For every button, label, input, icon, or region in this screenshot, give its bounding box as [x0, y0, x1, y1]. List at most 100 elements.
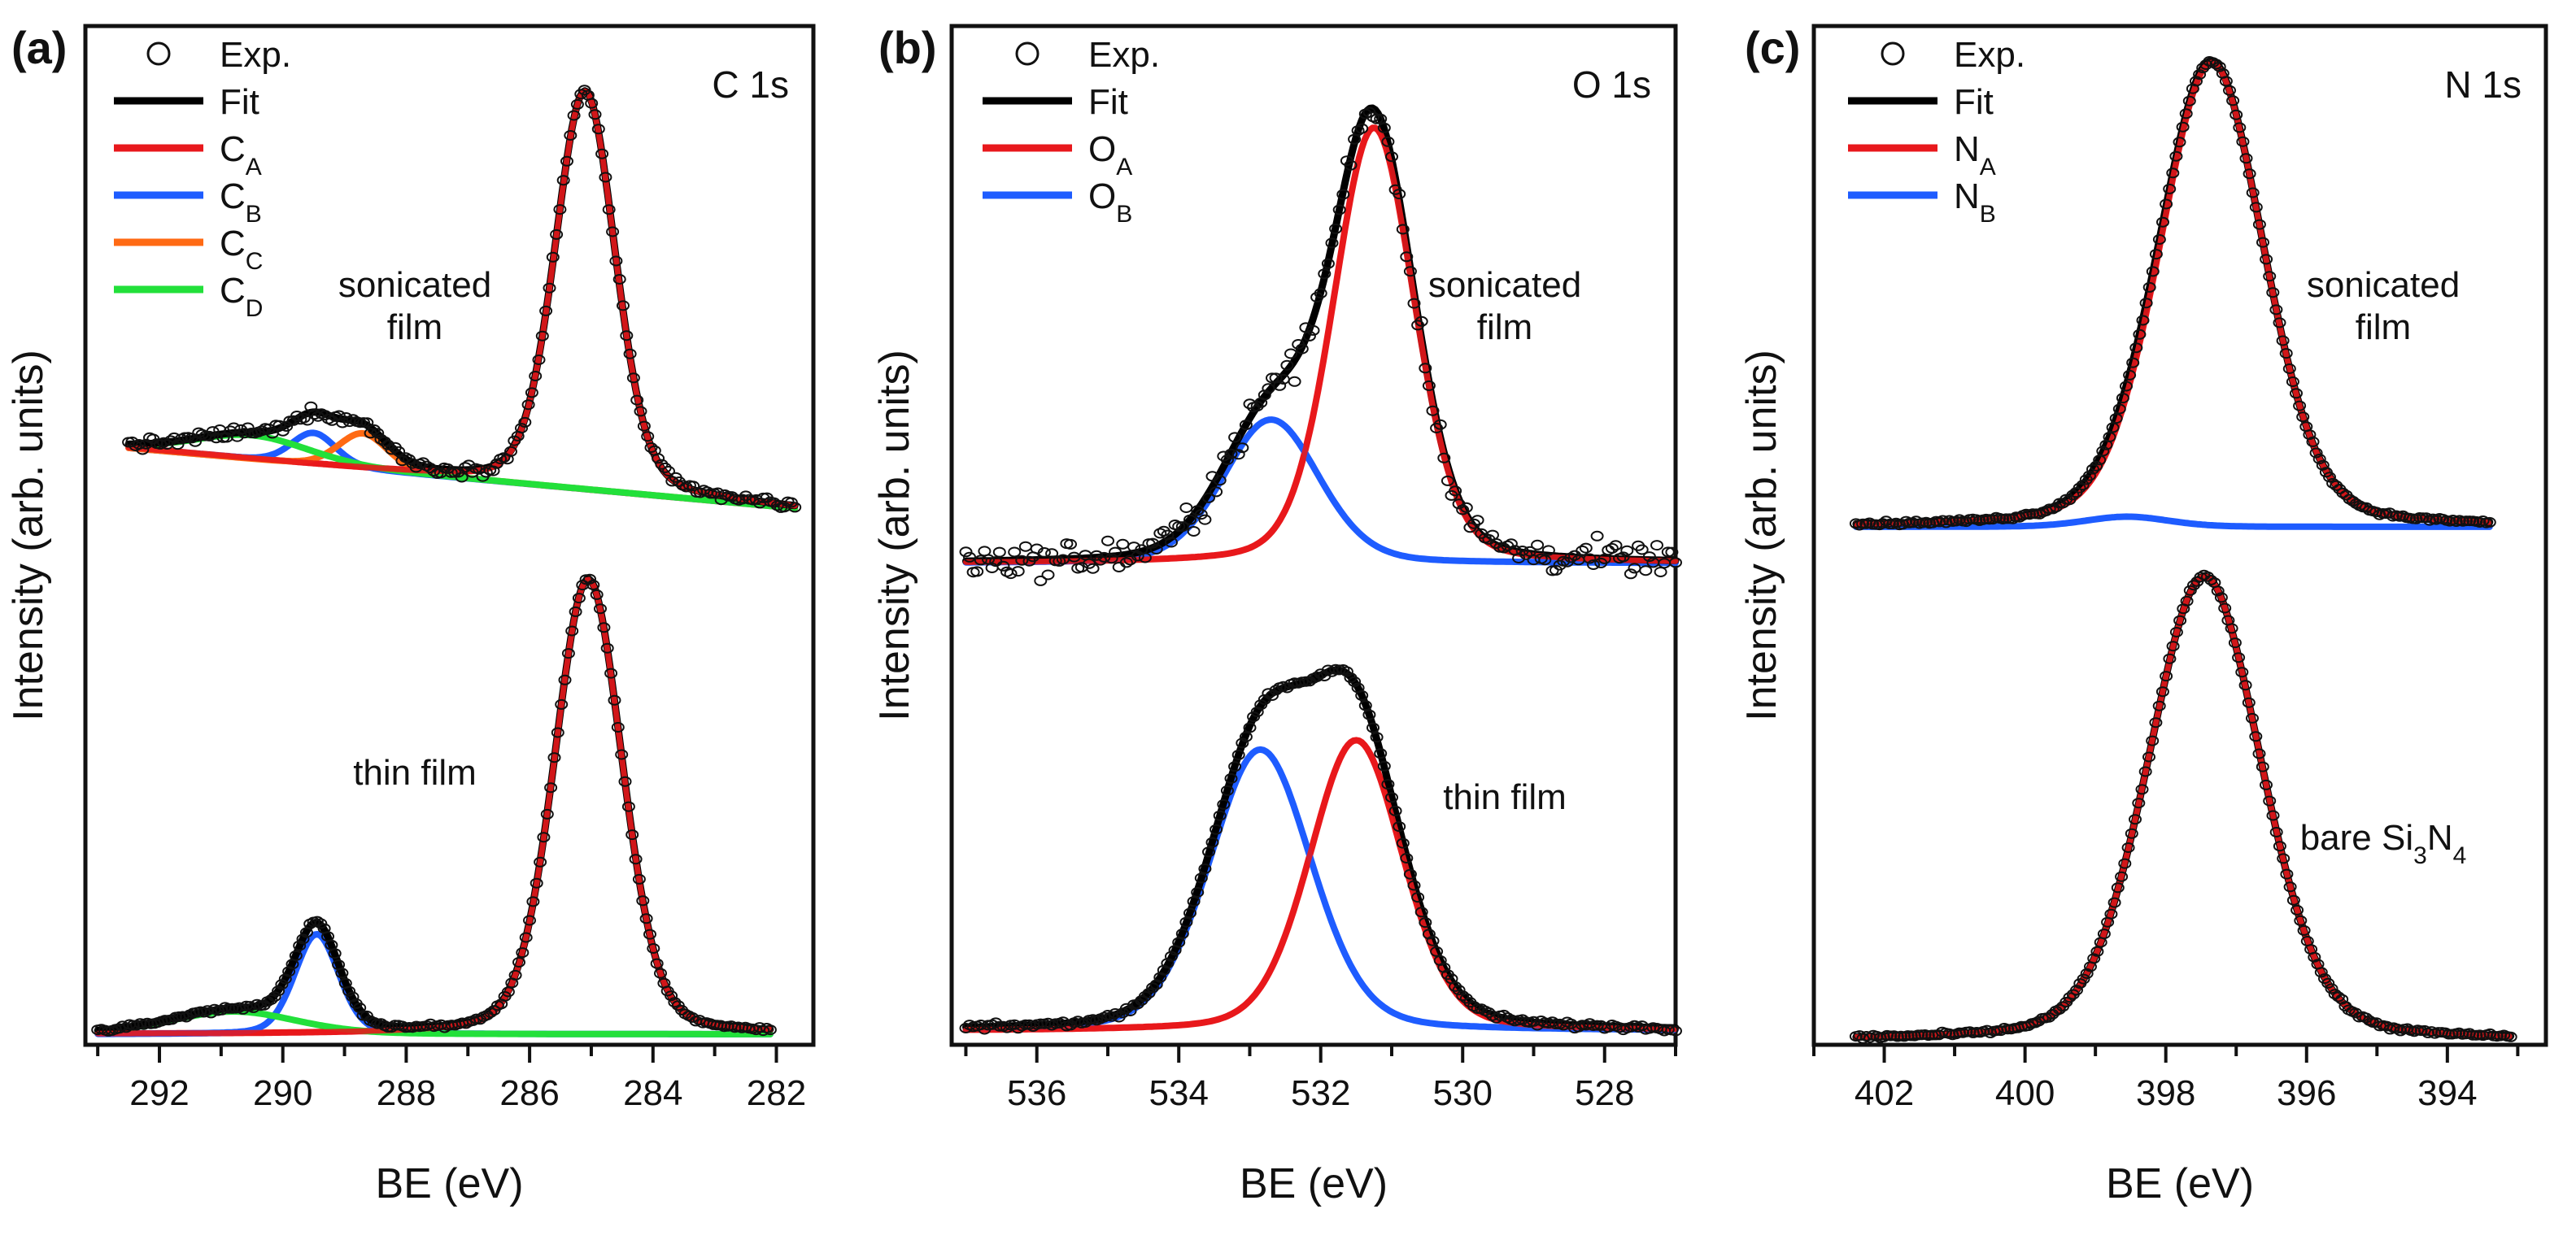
- exp-data-point: [2146, 266, 2160, 277]
- panel-letter: (a): [11, 22, 67, 73]
- exp-data-point: [2180, 595, 2194, 607]
- exp-data-point: [1295, 343, 1309, 354]
- spectrum-label: sonicated: [2307, 265, 2460, 305]
- legend-entry: CC: [114, 224, 263, 275]
- exp-data-point: [590, 589, 604, 600]
- exp-data-point: [2103, 432, 2116, 442]
- exp-data-point: [2243, 168, 2256, 180]
- exp-data-point: [1191, 887, 1205, 898]
- exp-data-point: [570, 98, 584, 110]
- exp-data-point: [1280, 359, 1294, 371]
- exp-data-point: [1654, 567, 1667, 577]
- exp-data-point: [293, 940, 307, 951]
- x-axis-label: BE (eV): [2106, 1160, 2254, 1207]
- exp-data-point: [2163, 653, 2177, 664]
- exp-data-point: [2249, 731, 2263, 742]
- y-axis-label: Intensity (arb. units): [1738, 350, 1785, 721]
- exp-data-point: [539, 305, 553, 316]
- exp-data-point: [1939, 517, 1953, 528]
- exp-data-point: [206, 426, 220, 437]
- exp-data-point: [1146, 982, 1160, 994]
- exp-data-point: [1340, 666, 1353, 677]
- exp-data-point: [1183, 514, 1196, 525]
- exp-data-point: [1101, 535, 1114, 546]
- exp-data-point: [639, 913, 653, 924]
- exp-data-point: [1262, 688, 1275, 699]
- exp-data-point: [2179, 108, 2193, 120]
- exp-data-point: [2209, 59, 2223, 70]
- exp-data-point: [1422, 380, 1436, 391]
- exp-data-point: [555, 698, 569, 710]
- exp-data-point: [1355, 689, 1369, 701]
- exp-data-point: [1112, 562, 1126, 572]
- exp-data-point: [1064, 538, 1077, 550]
- exp-data-point: [1142, 988, 1156, 999]
- exp-data-point: [788, 502, 802, 513]
- exp-data-point: [459, 1018, 473, 1029]
- exp-data-point: [2232, 652, 2246, 663]
- component-curve-o-a: [962, 124, 1679, 566]
- exp-data-point: [238, 428, 251, 439]
- panel-a: 292 290 288 286 284 282 BE (eV) Intensity (arb.…: [5, 22, 816, 1207]
- exp-data-point: [1550, 564, 1563, 576]
- exp-data-point: [2323, 472, 2336, 483]
- exp-data-point: [569, 606, 582, 617]
- exp-data-point: [763, 1024, 777, 1036]
- exp-data-point: [280, 421, 294, 432]
- exp-data-point: [686, 481, 700, 492]
- exp-data-point: [1041, 569, 1055, 581]
- exp-data-point: [2263, 271, 2277, 282]
- exp-data-point: [2246, 712, 2259, 724]
- exp-data-point: [647, 943, 660, 954]
- exp-data-point: [595, 148, 609, 159]
- exp-data-point: [264, 994, 278, 1005]
- exp-data-point: [540, 808, 554, 820]
- exp-data-point: [2118, 858, 2132, 869]
- legend-label: Exp.: [220, 35, 291, 75]
- exp-data-point: [2325, 983, 2338, 994]
- x-tick-label: 400: [1995, 1073, 2055, 1113]
- exp-data-point: [1123, 1006, 1137, 1016]
- exp-data-point: [2235, 667, 2249, 678]
- panel-b: 536 534 532 530 528 BE (eV) Intensity (arb. un…: [871, 22, 1682, 1207]
- panel-letter: (b): [878, 22, 937, 73]
- exp-data-point: [2286, 894, 2300, 906]
- exp-data-point: [2033, 508, 2046, 520]
- component-curve-n-b: [1852, 513, 2493, 530]
- exp-data-point: [1370, 732, 1384, 743]
- exp-data-point: [1609, 540, 1623, 551]
- x-tick-label: 530: [1433, 1073, 1493, 1113]
- exp-data-point: [599, 172, 612, 183]
- exp-data-point: [1236, 737, 1249, 749]
- exp-data-point: [1545, 1016, 1559, 1028]
- exp-data-point: [2294, 915, 2308, 926]
- exp-data-point: [974, 555, 987, 566]
- plot-frame: [83, 24, 816, 1047]
- exp-data-point: [1179, 916, 1193, 928]
- exp-data-point: [1116, 538, 1130, 550]
- exp-data-point: [617, 300, 630, 311]
- exp-data-point: [1011, 566, 1025, 577]
- exp-data-point: [2286, 376, 2299, 387]
- exp-data-point: [551, 727, 564, 738]
- exp-data-point: [625, 829, 639, 841]
- exp-data-point: [2077, 973, 2090, 985]
- plot-frame: [1811, 24, 2548, 1047]
- exp-data-point: [2032, 1016, 2046, 1027]
- exp-data-point: [2152, 234, 2166, 245]
- legend-label: OB: [1088, 176, 1132, 228]
- exp-data-point: [1482, 1007, 1496, 1018]
- component-curve-o-b: [962, 746, 1679, 1033]
- exp-data-point: [2238, 680, 2252, 691]
- exp-data-point: [1587, 559, 1600, 570]
- exp-data-point: [2183, 585, 2197, 596]
- exp-data-point: [561, 648, 575, 659]
- exp-data-point: [346, 991, 360, 1003]
- exp-data-point: [1377, 122, 1391, 133]
- exp-data-point: [2280, 868, 2294, 880]
- exp-data-point: [2120, 381, 2133, 392]
- exp-data-point: [1504, 538, 1518, 550]
- exp-data-point: [1138, 552, 1152, 563]
- exp-data-point: [618, 776, 632, 787]
- exp-data-point: [1407, 880, 1421, 891]
